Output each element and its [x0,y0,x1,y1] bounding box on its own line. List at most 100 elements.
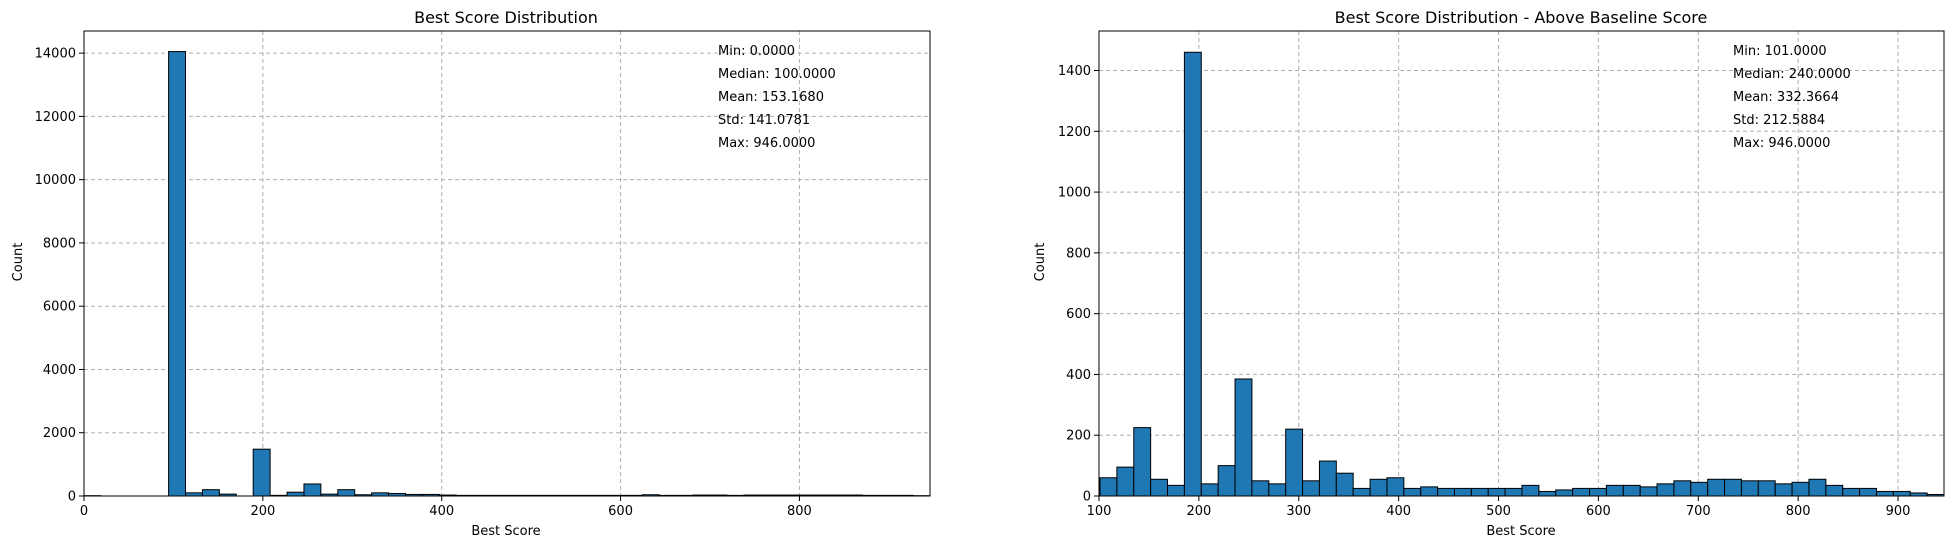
histogram-bar [1302,480,1320,497]
y-tick-label: 600 [1066,307,1091,322]
chart-best-score-above-baseline: Best Score Distribution - Above Baseline… [1033,8,1945,539]
x-tick-label: 700 [1686,504,1711,519]
y-tick-label: 12000 [35,110,76,125]
stat-max: Max: 946.0000 [1733,136,1830,151]
histogram-bar [1487,487,1506,497]
histogram-bar [1420,486,1439,497]
y-tick-label: 14000 [35,47,76,62]
histogram-bar [1740,480,1759,497]
histogram-bar [1167,484,1185,497]
histogram-bar [1318,460,1337,497]
y-axis-label: Count [11,243,26,282]
histogram-bar [1386,477,1405,497]
stat-min: Min: 101.0000 [1733,44,1827,59]
x-tick-label: 600 [608,504,633,519]
histogram-bar [1099,477,1118,497]
histogram-bar [201,489,220,497]
histogram-bar [1521,484,1540,497]
x-tick-label: 600 [1586,504,1611,519]
x-tick-label: 0 [80,504,88,519]
histogram-bar [286,491,305,497]
histogram-bar [1605,484,1624,497]
histogram-bar [1538,490,1557,497]
x-tick-label: 500 [1486,504,1511,519]
chart-title: Best Score Distribution - Above Baseline… [1335,8,1708,27]
histogram-bar [1673,480,1692,497]
histogram-bar [1352,487,1371,497]
histogram-bar [1251,480,1270,497]
y-axis-label: Count [1033,243,1048,282]
histogram-bar [1656,483,1675,497]
x-tick-label: 800 [1786,504,1811,519]
histogram-bar [1133,427,1152,497]
bars [1099,51,1945,497]
y-tick-label: 1200 [1058,125,1091,140]
histogram-bar [1403,487,1422,497]
y-tick-label: 0 [1083,490,1091,505]
histogram-bar [1437,487,1455,497]
histogram-bar [1285,428,1304,497]
axes-frame [1098,30,1945,497]
stat-min: Min: 0.0000 [718,44,795,59]
histogram-bar [1572,487,1591,497]
histogram-bar [1757,480,1776,497]
y-tick-label: 4000 [43,363,76,378]
histogram-bar [1234,378,1253,497]
y-axis-ticks: 0 2000 4000 6000 8000 10000 12000 14000 [35,47,84,505]
x-tick-label: 100 [1087,504,1112,519]
stats-box: Min: 101.0000 Median: 240.0000 Mean: 332… [1733,44,1851,151]
histogram-bar [1116,466,1135,497]
chart-title: Best Score Distribution [414,8,598,27]
histogram-bar [1335,472,1354,497]
histogram-bar [303,483,322,497]
histogram-bar [1774,483,1793,497]
x-tick-label: 800 [787,504,812,519]
x-tick-label: 400 [1386,504,1411,519]
histogram-bar [1724,478,1742,497]
histogram-bar [1268,483,1287,497]
x-axis-label: Best Score [1486,524,1555,539]
histogram-bar [337,489,356,497]
chart-best-score-distribution: Best Score Distribution Best Score Count… [11,8,931,539]
histogram-bar [1875,490,1894,497]
stat-mean: Mean: 332.3664 [1733,90,1839,105]
histogram-bar [1453,487,1472,497]
histogram-bar [1842,487,1861,497]
histogram-bar [1707,478,1726,497]
histogram-bar [1555,489,1574,497]
histogram-bar [1690,481,1709,497]
stat-max: Max: 946.0000 [718,136,815,151]
histogram-bar [1183,51,1202,497]
x-tick-label: 200 [1186,504,1211,519]
stats-box: Min: 0.0000 Median: 100.0000 Mean: 153.1… [718,44,836,151]
y-tick-label: 6000 [43,300,76,315]
histogram-bar [1639,486,1658,497]
y-tick-label: 800 [1066,246,1091,261]
histogram-bar [1825,484,1844,497]
histogram-bar [1791,481,1810,497]
y-tick-label: 2000 [43,426,76,441]
histogram-bar [1504,487,1523,497]
stat-median: Median: 100.0000 [718,67,836,82]
y-tick-label: 200 [1066,429,1091,444]
histogram-bar [1200,483,1219,497]
x-axis-ticks: 0 200 400 600 800 [80,496,812,519]
histogram-bar [1369,478,1388,497]
histogram-bar [1589,487,1607,497]
y-tick-label: 8000 [43,236,76,251]
stat-median: Median: 240.0000 [1733,67,1851,82]
stat-std: Std: 212.5884 [1733,113,1825,128]
x-axis-ticks: 100 200 300 400 500 600 700 800 900 [1087,496,1910,519]
x-tick-label: 400 [429,504,454,519]
histogram-bar [1859,487,1877,497]
histogram-bar [252,448,271,497]
y-axis-ticks: 0 200 400 600 800 1000 1200 1400 [1058,64,1099,505]
y-tick-label: 10000 [35,173,76,188]
histogram-bar [168,51,187,497]
y-tick-label: 400 [1066,368,1091,383]
axes-frame [83,30,931,497]
stat-mean: Mean: 153.1680 [718,90,824,105]
histogram-bar [1808,478,1827,497]
histogram-bar [1217,465,1236,497]
y-tick-label: 1400 [1058,64,1091,79]
